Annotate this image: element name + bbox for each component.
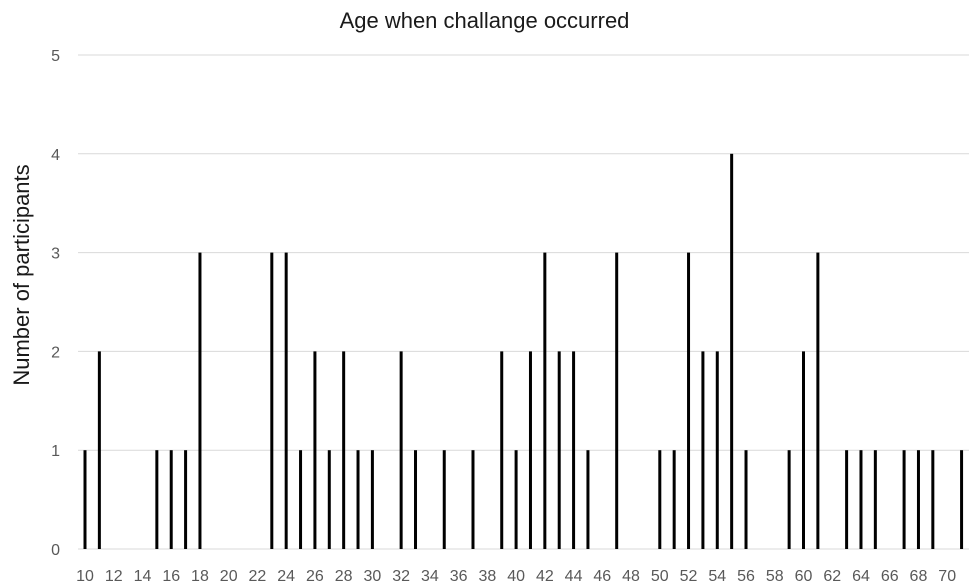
bar xyxy=(155,450,159,549)
bar xyxy=(299,450,303,549)
bar xyxy=(198,252,202,549)
bar xyxy=(873,450,877,549)
x-tick-label: 10 xyxy=(76,568,94,584)
x-tick-label: 64 xyxy=(852,568,870,584)
x-tick-label: 16 xyxy=(162,568,180,584)
x-tick-label: 38 xyxy=(478,568,496,584)
x-tick-label: 18 xyxy=(191,568,209,584)
bar xyxy=(184,450,188,549)
x-tick-label: 44 xyxy=(565,568,583,584)
bar xyxy=(528,351,532,549)
bar xyxy=(730,153,734,550)
bar xyxy=(687,252,691,549)
x-tick-label: 14 xyxy=(134,568,152,584)
y-tick-label: 5 xyxy=(51,48,60,65)
bar xyxy=(169,450,173,549)
y-tick-label: 2 xyxy=(51,344,60,361)
bar xyxy=(744,450,748,549)
bar xyxy=(500,351,504,549)
bar xyxy=(471,450,475,549)
x-tick-label: 62 xyxy=(823,568,841,584)
bar xyxy=(356,450,360,549)
bar xyxy=(514,450,518,549)
x-tick-label: 58 xyxy=(766,568,784,584)
x-axis-ticks: 10 12 14 16 18 20 22 24 26 28 30 32 34 36 38 40 42 44 46 48… xyxy=(76,568,956,584)
x-tick-label: 52 xyxy=(680,568,698,584)
y-tick-label: 1 xyxy=(51,443,60,460)
bar xyxy=(442,450,446,549)
bar xyxy=(960,450,964,549)
x-tick-label: 22 xyxy=(249,568,267,584)
x-tick-label: 20 xyxy=(220,568,238,584)
x-tick-label: 46 xyxy=(593,568,611,584)
x-tick-label: 50 xyxy=(651,568,669,584)
bar xyxy=(802,351,805,549)
bar xyxy=(399,351,403,549)
x-tick-label: 28 xyxy=(335,568,353,584)
bar xyxy=(715,351,719,549)
bar xyxy=(931,450,935,549)
x-tick-label: 40 xyxy=(507,568,525,584)
gridlines xyxy=(78,54,969,550)
x-tick-label: 56 xyxy=(737,568,755,584)
x-tick-label: 54 xyxy=(708,568,726,584)
y-tick-label: 4 xyxy=(51,147,60,164)
bar xyxy=(572,351,576,549)
x-tick-label: 36 xyxy=(450,568,468,584)
bar xyxy=(787,450,791,549)
bar xyxy=(327,450,331,549)
x-tick-label: 30 xyxy=(364,568,382,584)
bar xyxy=(658,450,662,549)
bar xyxy=(543,252,547,549)
bar xyxy=(902,450,906,549)
bar xyxy=(313,351,317,549)
bar xyxy=(342,351,346,549)
y-tick-label: 3 xyxy=(51,246,60,263)
x-tick-label: 32 xyxy=(392,568,410,584)
bar xyxy=(97,351,101,549)
x-tick-label: 42 xyxy=(536,568,554,584)
x-tick-label: 34 xyxy=(421,568,439,584)
bar xyxy=(845,450,849,549)
x-tick-label: 68 xyxy=(910,568,928,584)
x-tick-label: 24 xyxy=(277,568,295,584)
bar xyxy=(83,450,87,549)
bar xyxy=(916,450,920,549)
bar xyxy=(270,252,274,549)
x-tick-label: 60 xyxy=(795,568,813,584)
bar xyxy=(816,252,820,549)
y-axis-ticks: 0 1 2 3 4 5 xyxy=(51,48,60,559)
bar xyxy=(586,450,590,549)
bar xyxy=(414,450,418,549)
y-tick-label: 0 xyxy=(51,542,60,559)
x-tick-label: 66 xyxy=(881,568,899,584)
bar xyxy=(284,252,288,549)
bar xyxy=(701,351,705,549)
chart-title: Age when challange occurred xyxy=(339,8,630,33)
bar xyxy=(615,252,619,549)
x-tick-label: 26 xyxy=(306,568,324,584)
x-tick-label: 70 xyxy=(938,568,956,584)
bar xyxy=(370,450,374,549)
bar xyxy=(672,450,676,549)
bar xyxy=(557,351,561,549)
x-tick-label: 48 xyxy=(622,568,640,584)
x-tick-label: 12 xyxy=(105,568,123,584)
bars xyxy=(83,153,964,550)
bar xyxy=(859,450,863,549)
